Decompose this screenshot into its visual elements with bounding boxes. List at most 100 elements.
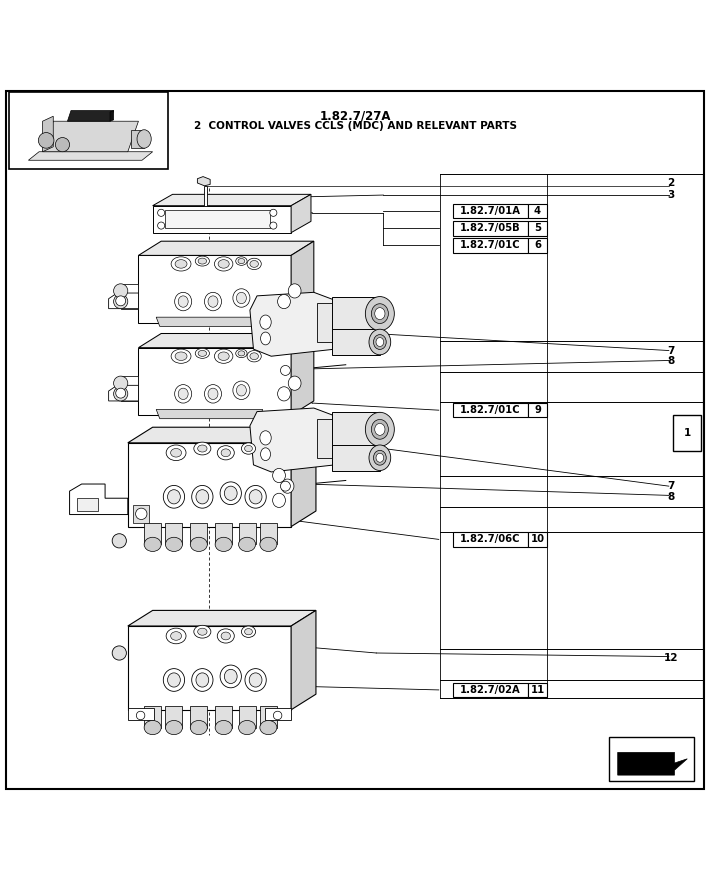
- Ellipse shape: [281, 479, 294, 494]
- Text: 10: 10: [530, 534, 545, 545]
- Ellipse shape: [247, 258, 261, 269]
- Polygon shape: [77, 498, 98, 511]
- Ellipse shape: [38, 133, 54, 148]
- Ellipse shape: [166, 628, 186, 644]
- Polygon shape: [250, 408, 342, 472]
- Ellipse shape: [208, 296, 218, 307]
- Ellipse shape: [170, 632, 182, 641]
- Polygon shape: [618, 752, 687, 775]
- Ellipse shape: [233, 289, 250, 307]
- Ellipse shape: [163, 486, 185, 508]
- Bar: [204, 186, 207, 206]
- Ellipse shape: [373, 334, 386, 349]
- Polygon shape: [260, 523, 277, 545]
- Ellipse shape: [238, 259, 245, 264]
- Ellipse shape: [288, 283, 301, 298]
- Polygon shape: [165, 523, 182, 545]
- Bar: [332, 329, 380, 355]
- Ellipse shape: [250, 260, 258, 268]
- Bar: [528, 683, 547, 697]
- Text: 9: 9: [534, 405, 541, 415]
- Bar: [165, 210, 270, 229]
- Ellipse shape: [214, 349, 233, 363]
- Polygon shape: [138, 255, 291, 323]
- Ellipse shape: [261, 448, 271, 460]
- Ellipse shape: [270, 209, 277, 216]
- Text: 8: 8: [667, 356, 674, 366]
- Ellipse shape: [114, 376, 128, 391]
- Ellipse shape: [244, 628, 253, 634]
- Polygon shape: [265, 708, 291, 721]
- Ellipse shape: [371, 304, 388, 324]
- Polygon shape: [165, 707, 182, 728]
- Polygon shape: [156, 409, 263, 419]
- Polygon shape: [317, 419, 339, 458]
- Text: 7: 7: [667, 481, 674, 491]
- Ellipse shape: [144, 721, 161, 735]
- Text: 1.82.7/27A: 1.82.7/27A: [320, 109, 390, 122]
- Ellipse shape: [241, 443, 256, 454]
- Polygon shape: [138, 241, 314, 255]
- Ellipse shape: [168, 673, 180, 687]
- Polygon shape: [156, 317, 263, 326]
- Text: 1.82.7/01C: 1.82.7/01C: [460, 240, 520, 251]
- Bar: [453, 683, 528, 697]
- Ellipse shape: [233, 381, 250, 400]
- Ellipse shape: [170, 449, 182, 457]
- Polygon shape: [239, 523, 256, 545]
- Bar: [332, 413, 380, 446]
- Polygon shape: [109, 385, 138, 401]
- Ellipse shape: [369, 329, 390, 355]
- Ellipse shape: [217, 629, 234, 643]
- Ellipse shape: [239, 721, 256, 735]
- Bar: [453, 221, 528, 236]
- Ellipse shape: [224, 670, 237, 684]
- Ellipse shape: [194, 442, 211, 455]
- Polygon shape: [250, 292, 342, 356]
- Ellipse shape: [112, 646, 126, 660]
- Ellipse shape: [376, 338, 383, 347]
- Ellipse shape: [197, 445, 207, 452]
- Ellipse shape: [366, 413, 394, 446]
- Bar: [528, 221, 547, 236]
- Polygon shape: [128, 427, 316, 443]
- Ellipse shape: [260, 721, 277, 735]
- Ellipse shape: [208, 388, 218, 400]
- Ellipse shape: [178, 296, 188, 307]
- Ellipse shape: [221, 449, 231, 457]
- Polygon shape: [215, 523, 232, 545]
- Polygon shape: [190, 523, 207, 545]
- Polygon shape: [153, 206, 291, 232]
- Ellipse shape: [175, 352, 187, 361]
- Ellipse shape: [220, 482, 241, 504]
- Ellipse shape: [116, 388, 126, 398]
- Ellipse shape: [171, 349, 191, 363]
- Bar: [528, 532, 547, 546]
- Ellipse shape: [112, 533, 126, 548]
- Ellipse shape: [136, 711, 145, 720]
- Ellipse shape: [215, 538, 232, 552]
- Ellipse shape: [192, 669, 213, 692]
- Ellipse shape: [260, 431, 271, 445]
- Ellipse shape: [166, 445, 186, 460]
- Bar: [528, 238, 547, 253]
- Ellipse shape: [196, 489, 209, 504]
- Text: 11: 11: [530, 685, 545, 695]
- Bar: [609, 737, 694, 781]
- Ellipse shape: [220, 665, 241, 688]
- Polygon shape: [110, 111, 114, 121]
- Bar: [453, 403, 528, 417]
- Ellipse shape: [245, 486, 266, 508]
- Ellipse shape: [239, 538, 256, 552]
- Ellipse shape: [273, 494, 285, 508]
- Polygon shape: [260, 707, 277, 728]
- Polygon shape: [67, 111, 114, 121]
- Ellipse shape: [273, 711, 282, 720]
- Bar: [131, 129, 144, 148]
- Ellipse shape: [245, 669, 266, 692]
- Ellipse shape: [198, 350, 207, 356]
- Text: 6: 6: [534, 240, 541, 251]
- Polygon shape: [239, 707, 256, 728]
- Ellipse shape: [175, 260, 187, 268]
- Ellipse shape: [236, 292, 246, 304]
